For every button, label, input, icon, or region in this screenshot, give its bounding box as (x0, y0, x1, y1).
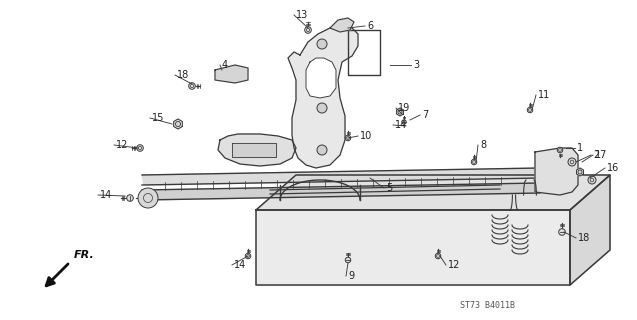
Text: 12: 12 (448, 260, 461, 270)
Text: 14: 14 (395, 120, 407, 130)
Polygon shape (576, 168, 583, 176)
Circle shape (471, 159, 476, 165)
Text: 5: 5 (386, 183, 392, 193)
Polygon shape (142, 168, 542, 185)
Text: 1: 1 (577, 143, 583, 153)
Text: 2: 2 (593, 150, 599, 160)
Circle shape (317, 103, 327, 113)
Circle shape (317, 39, 327, 49)
Polygon shape (306, 58, 336, 98)
Text: 11: 11 (538, 90, 550, 100)
Text: 3: 3 (413, 60, 419, 70)
Polygon shape (570, 175, 610, 285)
Polygon shape (256, 210, 570, 285)
Polygon shape (397, 108, 403, 116)
Circle shape (189, 83, 196, 89)
Polygon shape (256, 175, 610, 210)
Text: 14: 14 (100, 190, 112, 200)
Polygon shape (215, 65, 248, 83)
Text: ST73 B4011B: ST73 B4011B (460, 301, 515, 310)
Circle shape (345, 135, 351, 141)
Circle shape (435, 253, 441, 259)
Circle shape (527, 107, 533, 113)
Circle shape (304, 27, 311, 33)
Polygon shape (174, 119, 182, 129)
Polygon shape (330, 18, 354, 32)
Circle shape (138, 188, 158, 208)
Circle shape (568, 158, 576, 166)
Circle shape (245, 253, 251, 259)
Text: 7: 7 (422, 110, 428, 120)
Circle shape (345, 257, 351, 263)
Text: 19: 19 (398, 103, 410, 113)
Circle shape (559, 229, 565, 235)
Text: 13: 13 (296, 10, 308, 20)
Polygon shape (142, 183, 542, 200)
Text: FR.: FR. (74, 250, 95, 260)
Text: 15: 15 (152, 113, 164, 123)
Text: 18: 18 (578, 233, 590, 243)
Polygon shape (218, 134, 296, 166)
Text: 9: 9 (348, 271, 354, 281)
Text: 14: 14 (234, 260, 247, 270)
Text: 8: 8 (480, 140, 486, 150)
Text: 6: 6 (367, 21, 373, 31)
Text: 12: 12 (116, 140, 129, 150)
Circle shape (588, 176, 596, 184)
Circle shape (127, 195, 133, 201)
Text: 16: 16 (607, 163, 619, 173)
Text: 18: 18 (177, 70, 189, 80)
Circle shape (402, 120, 406, 124)
Text: 4: 4 (222, 60, 228, 70)
Circle shape (557, 147, 562, 153)
Polygon shape (288, 26, 358, 168)
Text: 10: 10 (360, 131, 372, 141)
Circle shape (137, 145, 143, 151)
Text: 17: 17 (595, 150, 607, 160)
Circle shape (317, 145, 327, 155)
Polygon shape (232, 143, 276, 157)
Polygon shape (535, 148, 578, 195)
